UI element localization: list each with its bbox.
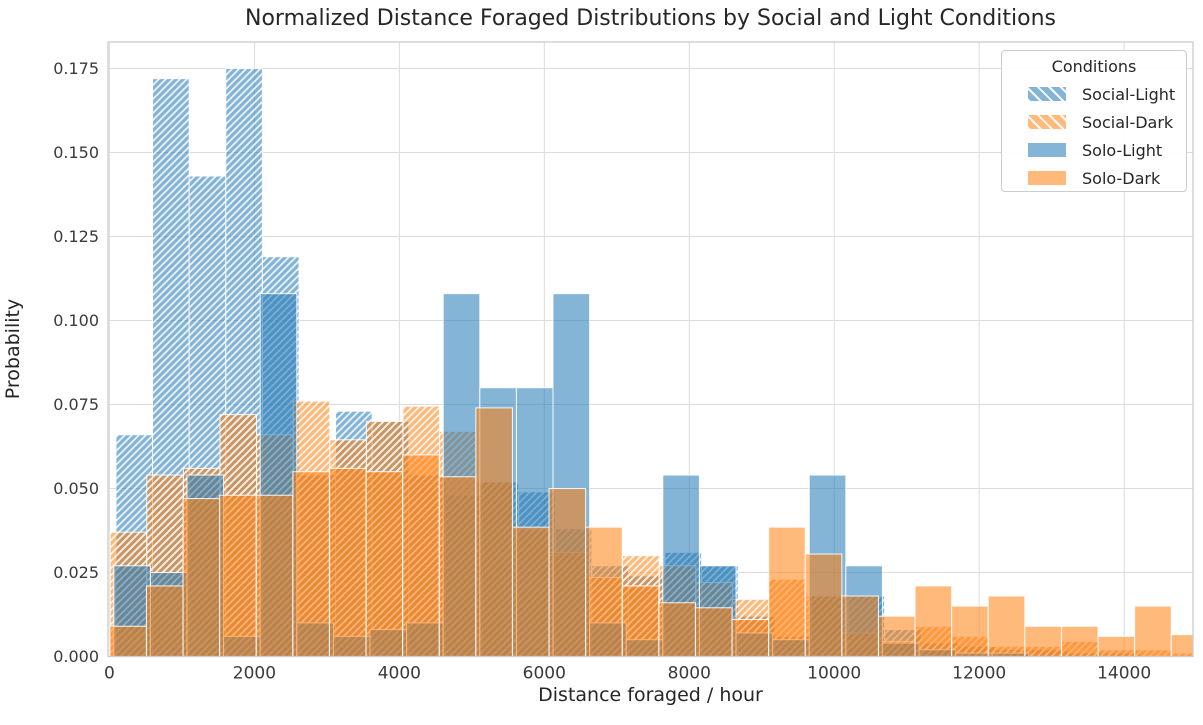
legend-item-social-light: Social-Light (1010, 80, 1178, 108)
bar (1097, 635, 1136, 657)
bar (548, 488, 587, 657)
bar (145, 585, 184, 657)
x-tick-label: 8000 (668, 664, 711, 684)
bar (511, 526, 550, 657)
bar (804, 553, 843, 657)
bar (987, 595, 1026, 657)
x-tick-label: 4000 (378, 664, 421, 684)
y-tick-label: 0.075 (53, 395, 99, 414)
legend-label: Social-Dark (1082, 112, 1174, 132)
x-tick-label: 0 (104, 664, 115, 684)
bar (328, 467, 367, 657)
bar (109, 625, 147, 657)
tick-labels: 0 2000 4000 6000 8000 10000 12000 14000 0.000 0.0… (53, 59, 1151, 683)
legend-swatch (1028, 171, 1066, 185)
bar (658, 602, 696, 657)
legend-item-social-dark: Social-Dark (1010, 108, 1178, 136)
legend-swatch (1028, 115, 1066, 129)
bar (621, 585, 660, 657)
bar (768, 526, 806, 657)
bar (1024, 625, 1062, 657)
bar (841, 595, 879, 657)
bar (292, 471, 330, 657)
histogram-bars (109, 68, 1193, 657)
y-tick-label: 0.000 (53, 647, 99, 666)
series-solo-dark (109, 407, 1193, 657)
x-tick-label: 10000 (807, 664, 861, 684)
x-tick-label: 12000 (952, 664, 1006, 684)
x-axis-label: Distance foraged / hour (538, 684, 763, 706)
bar (951, 605, 989, 657)
bar (1134, 605, 1172, 657)
bar (914, 585, 953, 657)
y-tick-label: 0.175 (53, 59, 99, 78)
x-tick-label: 14000 (1097, 664, 1151, 684)
bar (182, 498, 221, 657)
legend-label: Solo-Dark (1082, 168, 1161, 188)
y-tick-label: 0.025 (53, 563, 99, 582)
bar (585, 526, 623, 657)
bar (694, 607, 733, 657)
plot-border (107, 41, 1194, 658)
bar (731, 619, 770, 657)
bar (255, 494, 294, 657)
bar (438, 476, 477, 657)
bar (365, 471, 404, 657)
legend-item-solo-dark: Solo-Dark (1010, 164, 1178, 192)
legend-title: Conditions (1051, 57, 1137, 76)
legend-label: Social-Light (1082, 84, 1176, 104)
bar (402, 454, 440, 657)
y-tick-label: 0.150 (53, 143, 99, 162)
x-tick-label: 6000 (523, 664, 566, 684)
bar (877, 615, 916, 657)
bar (219, 494, 257, 657)
legend-label: Solo-Light (1082, 140, 1163, 160)
bar (475, 407, 513, 657)
legend-item-solo-light: Solo-Light (1010, 136, 1178, 164)
y-axis-label: Probability (2, 298, 24, 400)
x-tick-label: 2000 (233, 664, 276, 684)
bar (1170, 634, 1193, 657)
y-tick-label: 0.100 (53, 311, 99, 330)
bar (1060, 625, 1099, 657)
y-tick-label: 0.050 (53, 479, 99, 498)
legend-swatch (1028, 143, 1066, 157)
legend: Conditions Social-Light Social-Dark Solo-L… (1001, 50, 1187, 192)
legend-swatch (1028, 87, 1066, 101)
y-tick-label: 0.125 (53, 227, 99, 246)
chart-title: Normalized Distance Foraged Distribution… (245, 6, 1056, 31)
